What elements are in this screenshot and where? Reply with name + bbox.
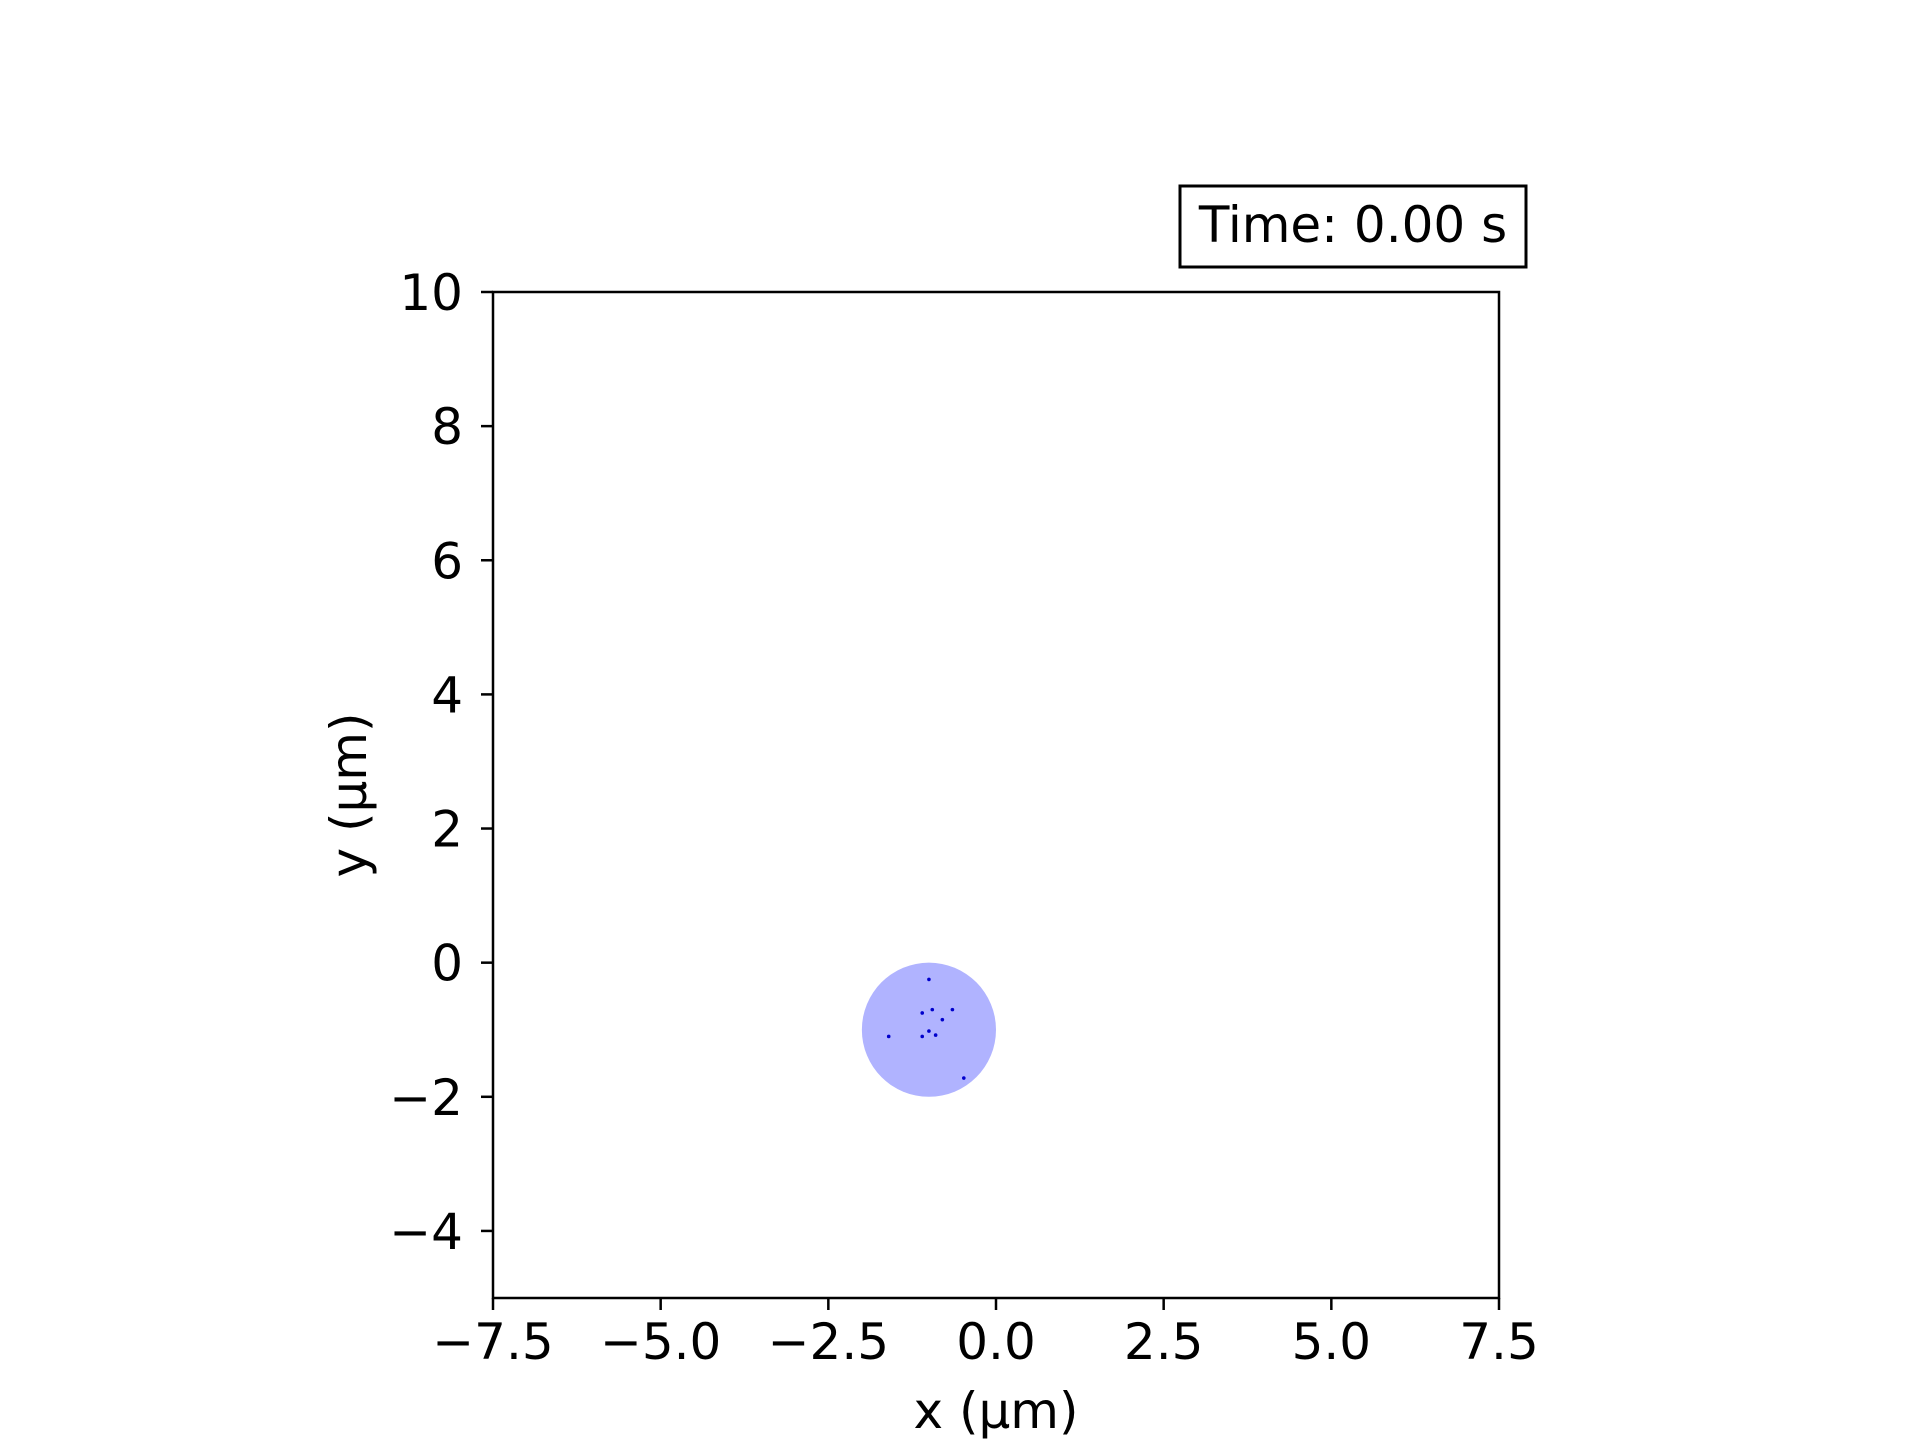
time-annotation-box: Time: 0.00 s	[1178, 184, 1528, 269]
data-point-9	[962, 1076, 966, 1080]
data-point-7	[933, 1033, 938, 1037]
x-tick-label-3: 0.0	[956, 1313, 1036, 1371]
y-tick-label-1: −2	[389, 1069, 463, 1127]
data-point-4	[940, 1017, 945, 1022]
y-axis-ticks: −4 −2 0 2 4 6 8 10	[389, 264, 493, 1261]
time-annotation: Time: 0.00 s	[1198, 196, 1507, 254]
y-tick-label-0: −4	[389, 1203, 463, 1261]
y-axis-label: y (μm)	[320, 712, 378, 877]
data-point-2	[920, 1011, 925, 1015]
data-marks	[861, 962, 996, 1097]
y-tick-label-2: 0	[431, 935, 463, 993]
data-point-3	[950, 1007, 955, 1012]
x-tick-label-1: −5.0	[600, 1313, 721, 1371]
time-annotation-frame	[1178, 184, 1528, 269]
x-tick-label-4: 2.5	[1124, 1313, 1204, 1371]
y-tick-label-3: 2	[431, 801, 463, 859]
x-axis-ticks: −7.5 −5.0 −2.5 0.0 2.5 5.0 7.5	[432, 1298, 1539, 1371]
data-point-0	[927, 977, 931, 982]
y-tick-label-5: 6	[431, 532, 463, 590]
x-tick-label-6: 7.5	[1459, 1313, 1539, 1371]
y-tick-label-4: 4	[431, 666, 463, 724]
data-point-1	[930, 1007, 935, 1012]
data-point-5	[927, 1029, 931, 1033]
x-tick-label-2: −2.5	[768, 1313, 889, 1371]
x-axis-label: x (μm)	[913, 1382, 1078, 1440]
y-tick-label-7: 10	[399, 264, 463, 322]
x-tick-label-5: 5.0	[1292, 1313, 1372, 1371]
data-point-8	[886, 1034, 891, 1039]
data-point-6	[920, 1034, 925, 1039]
x-tick-label-0: −7.5	[432, 1313, 553, 1371]
y-tick-label-6: 8	[431, 398, 463, 456]
